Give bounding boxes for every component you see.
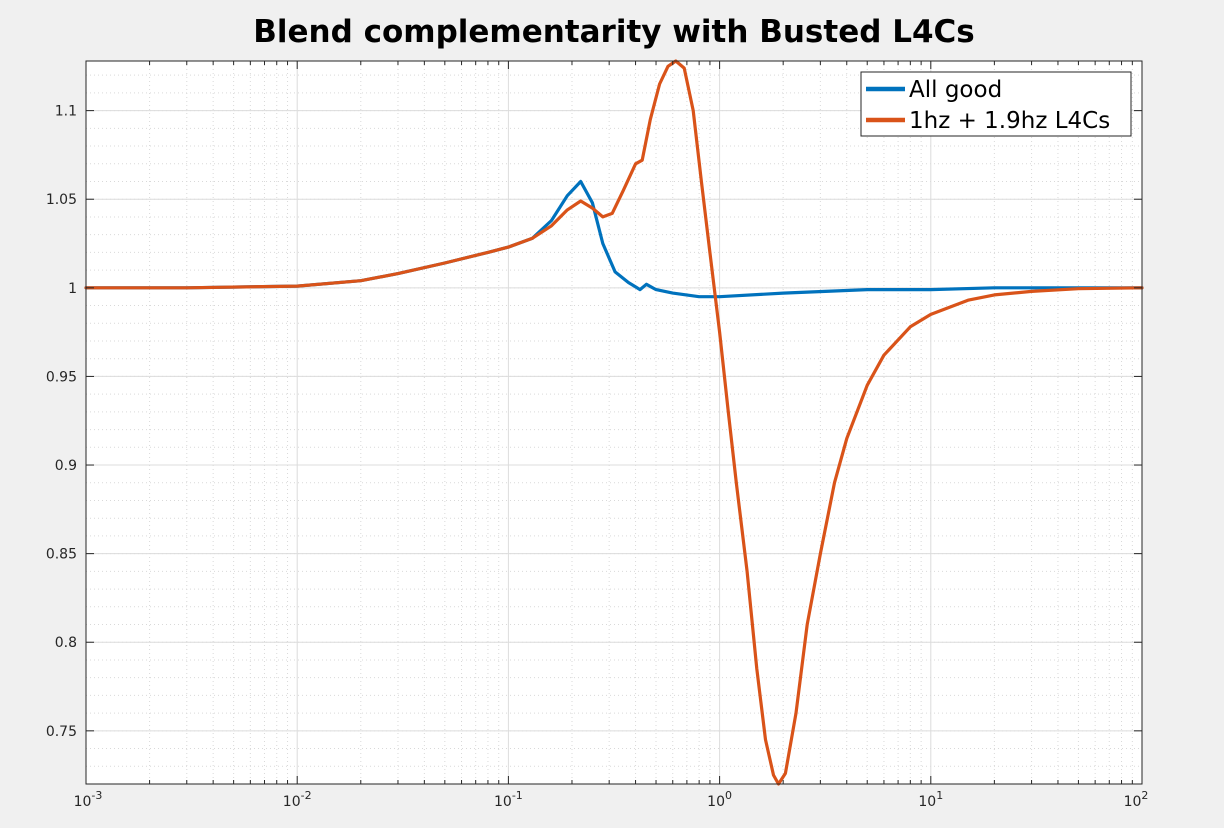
x-tick-label: 102	[1124, 789, 1149, 810]
grid-lines	[85, 61, 1143, 784]
chart-title: Blend complementarity with Busted L4Cs	[253, 14, 975, 50]
series-layer	[84, 59, 1144, 786]
y-tick-label: 0.9	[55, 458, 77, 474]
y-tick-label: 1	[68, 281, 77, 297]
legend[interactable]: All good 1hz + 1.9hz L4Cs	[860, 71, 1132, 137]
y-tick-label: 1.1	[55, 104, 77, 120]
y-tick-label: 0.85	[46, 547, 77, 563]
axes-box	[85, 60, 1143, 785]
tick-marks	[85, 61, 1143, 784]
x-tick-label: 10-3	[74, 789, 103, 810]
legend-box	[860, 71, 1132, 137]
x-tick-label: 100	[707, 789, 732, 810]
x-tick-label: 10-2	[283, 789, 312, 810]
x-tick-label: 101	[918, 789, 943, 810]
y-tick-label: 1.05	[46, 192, 77, 208]
y-tick-label: 0.95	[46, 369, 77, 385]
legend-label-2: 1hz + 1.9hz L4Cs	[909, 108, 1110, 134]
y-tick-label: 0.75	[46, 724, 77, 740]
legend-label-1: All good	[909, 77, 1002, 103]
plot-background	[86, 61, 1142, 784]
series-line-2	[84, 59, 1144, 786]
x-tick-label: 10-1	[494, 789, 523, 810]
tick-labels: 10-3 10-2 10-1 100 101 102 0.75 0.8 0.85 0.9 0.95 1…	[46, 104, 1149, 810]
y-tick-label: 0.8	[55, 635, 77, 651]
